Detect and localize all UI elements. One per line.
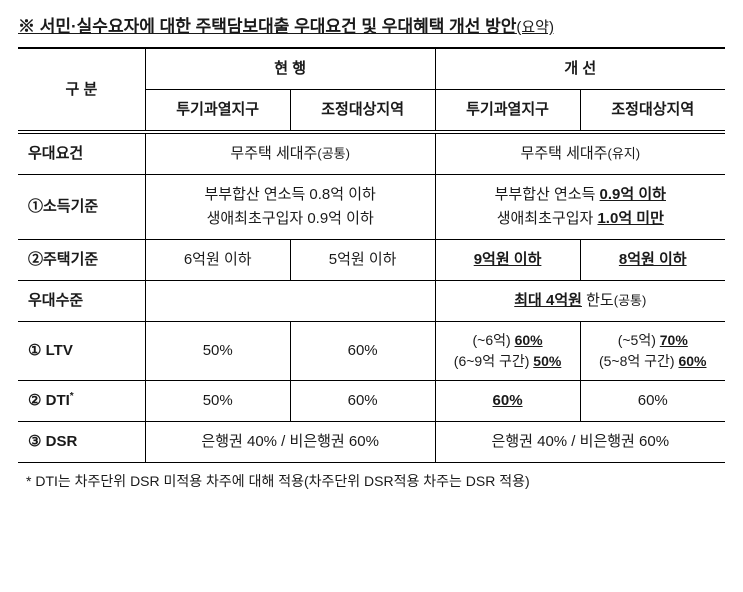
house-cur-b: 5억원 이하	[290, 240, 435, 281]
page-title: ※ 서민·실수요자에 대한 주택담보대출 우대요건 및 우대혜택 개선 방안(요…	[18, 12, 725, 37]
row-dti-label: ② DTI*	[18, 381, 145, 422]
header-current-a: 투기과열지구	[145, 90, 290, 133]
dti-cur-b: 60%	[290, 381, 435, 422]
dsr-current: 은행권 40% / 비은행권 60%	[145, 422, 435, 463]
dti-imp-b: 60%	[580, 381, 725, 422]
dti-cur-a: 50%	[145, 381, 290, 422]
ltv-imp-a-l1-pre: (~6억)	[473, 332, 515, 348]
comparison-table: 구 분 현 행 개 선 투기과열지구 조정대상지역 투기과열지구 조정대상지역 …	[18, 47, 725, 463]
header-improved-a: 투기과열지구	[435, 90, 580, 133]
row-dsr-label: ③ DSR	[18, 422, 145, 463]
footnote: * DTI는 차주단위 DSR 미적용 차주에 대해 적용(차주단위 DSR적용…	[18, 471, 725, 491]
header-current-b: 조정대상지역	[290, 90, 435, 133]
ltv-imp-b-l1: (~5억) 70%	[585, 330, 721, 351]
income-imp-l2-pre: 생애최초구입자	[497, 210, 598, 227]
ltv-imp-b-l2: (5~8억 구간) 60%	[585, 351, 721, 372]
ltv-imp-b-l1-pre: (~5억)	[618, 332, 660, 348]
income-imp-line2: 생애최초구입자 1.0억 미만	[440, 207, 721, 231]
ltv-imp-a-l2-pre: (6~9억 구간)	[454, 353, 534, 369]
row-level-improved: 최대 4억원 한도(공통)	[435, 281, 725, 322]
level-imp-note: (공통)	[614, 293, 647, 308]
income-imp-l2-u: 1.0억 미만	[597, 210, 663, 227]
row-ltv-label: ① LTV	[18, 322, 145, 381]
ltv-imp-a-l2-u: 50%	[533, 353, 561, 369]
dti-label-text: ② DTI	[28, 392, 70, 409]
house-imp-a-text: 9억원 이하	[474, 251, 542, 268]
row-income-improved: 부부합산 연소득 0.9억 이하 생애최초구입자 1.0억 미만	[435, 175, 725, 240]
ltv-cur-b: 60%	[290, 322, 435, 381]
income-imp-line1: 부부합산 연소득 0.9억 이하	[440, 183, 721, 207]
header-current: 현 행	[145, 48, 435, 90]
level-imp-rest: 한도	[582, 292, 614, 309]
row-req-current: 무주택 세대주(공통)	[145, 132, 435, 175]
ltv-imp-a-l1-u: 60%	[515, 332, 543, 348]
income-cur-line1: 부부합산 연소득 0.8억 이하	[150, 183, 431, 207]
dti-imp-a: 60%	[435, 381, 580, 422]
row-req-label: 우대요건	[18, 132, 145, 175]
title-main: ※ 서민·실수요자에 대한 주택담보대출 우대요건 및 우대혜택 개선 방안	[18, 17, 516, 36]
row-level-label: 우대수준	[18, 281, 145, 322]
req-current-note: (공통)	[317, 146, 350, 161]
level-imp-u: 최대 4억원	[514, 292, 582, 309]
header-improved: 개 선	[435, 48, 725, 90]
header-division: 구 분	[18, 48, 145, 132]
ltv-imp-b-l1-u: 70%	[660, 332, 688, 348]
ltv-imp-a: (~6억) 60% (6~9억 구간) 50%	[435, 322, 580, 381]
income-imp-l1-pre: 부부합산 연소득	[495, 186, 600, 203]
title-suffix: (요약)	[516, 19, 554, 36]
row-level-current	[145, 281, 435, 322]
income-cur-line2: 생애최초구입자 0.9억 이하	[150, 207, 431, 231]
ltv-imp-b: (~5억) 70% (5~8억 구간) 60%	[580, 322, 725, 381]
ltv-imp-a-l1: (~6억) 60%	[440, 330, 576, 351]
row-req-improved: 무주택 세대주(유지)	[435, 132, 725, 175]
dti-imp-a-text: 60%	[493, 392, 523, 409]
dti-star: *	[70, 391, 74, 402]
header-improved-b: 조정대상지역	[580, 90, 725, 133]
house-cur-a: 6억원 이하	[145, 240, 290, 281]
req-improved-note: (유지)	[607, 146, 640, 161]
req-improved-text: 무주택 세대주	[521, 145, 608, 162]
ltv-imp-b-l2-pre: (5~8억 구간)	[599, 353, 679, 369]
house-imp-b: 8억원 이하	[580, 240, 725, 281]
dsr-improved: 은행권 40% / 비은행권 60%	[435, 422, 725, 463]
row-income-current: 부부합산 연소득 0.8억 이하 생애최초구입자 0.9억 이하	[145, 175, 435, 240]
ltv-cur-a: 50%	[145, 322, 290, 381]
ltv-imp-a-l2: (6~9억 구간) 50%	[440, 351, 576, 372]
ltv-imp-b-l2-u: 60%	[678, 353, 706, 369]
house-imp-b-text: 8억원 이하	[619, 251, 687, 268]
req-current-text: 무주택 세대주	[230, 145, 317, 162]
income-imp-l1-u: 0.9억 이하	[600, 186, 666, 203]
house-imp-a: 9억원 이하	[435, 240, 580, 281]
row-house-label: ②주택기준	[18, 240, 145, 281]
row-income-label: ①소득기준	[18, 175, 145, 240]
